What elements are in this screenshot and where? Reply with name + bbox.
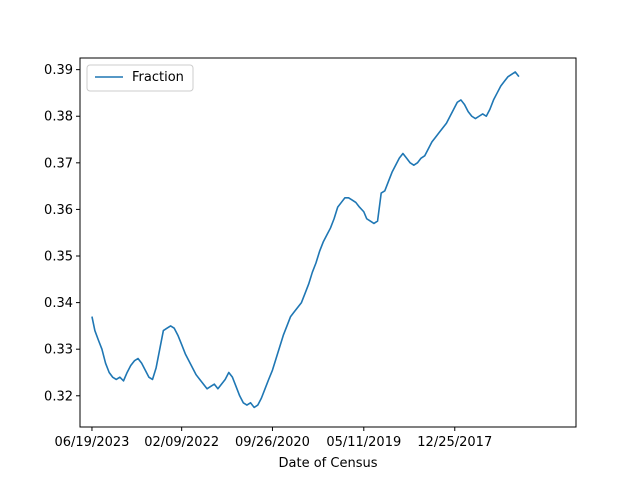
y-tick-label: 0.35 (44, 250, 73, 265)
legend: Fraction (86, 64, 194, 92)
x-tick-label: 12/25/2017 (417, 435, 492, 450)
x-tick-label: 06/19/2023 (54, 435, 129, 450)
x-tick-label: 02/09/2022 (144, 435, 219, 450)
y-tick-label: 0.37 (44, 156, 73, 171)
legend-box (86, 64, 194, 92)
y-tick-label: 0.33 (44, 343, 73, 358)
axes-ticks: 0.32 0.33 0.34 0.35 0.36 0.37 0.38 0.39 06/19/20… (44, 63, 492, 450)
legend-entry-fraction: Fraction (132, 70, 184, 85)
y-tick-label: 0.39 (44, 63, 73, 78)
axes-frame (79, 57, 577, 428)
series-line-fraction (91, 71, 520, 409)
x-axis-label: Date of Census (279, 456, 378, 471)
x-tick-label: 09/26/2020 (235, 435, 310, 450)
y-tick-label: 0.36 (44, 203, 73, 218)
series-layer (91, 71, 520, 409)
x-tick-label: 05/11/2019 (326, 435, 401, 450)
y-tick-label: 0.38 (44, 110, 73, 125)
y-tick-label: 0.32 (44, 389, 73, 404)
y-tick-label: 0.34 (44, 296, 73, 311)
